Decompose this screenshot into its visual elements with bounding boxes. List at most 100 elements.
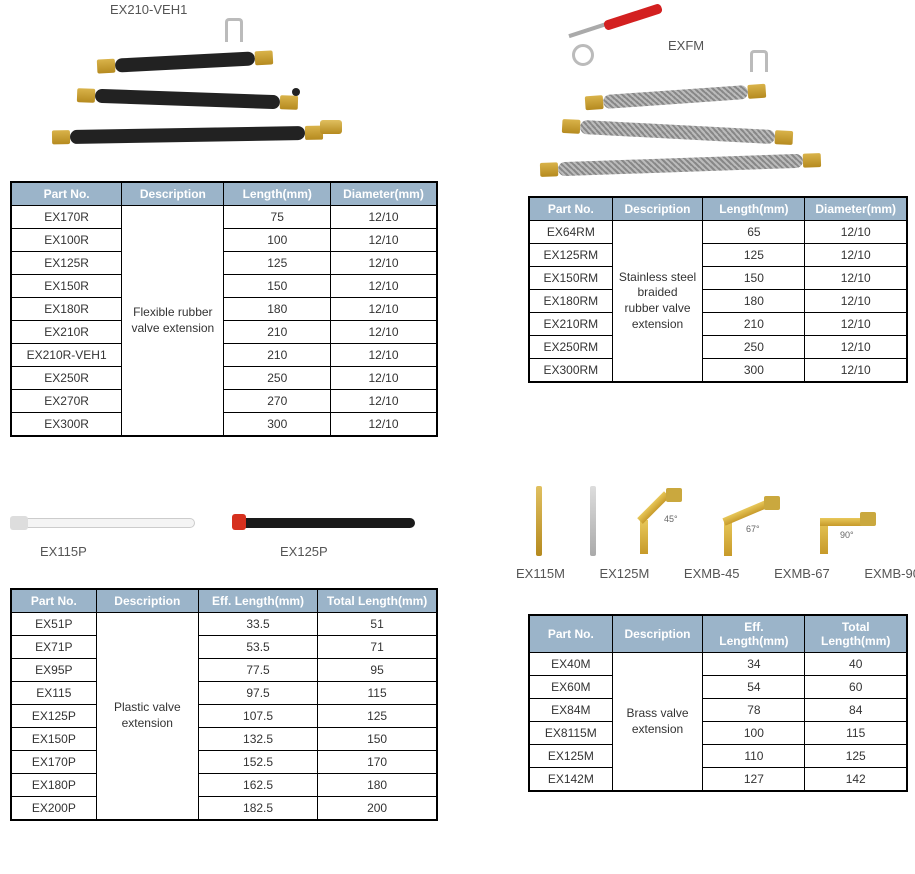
table-row: EX125M110125 [529, 745, 907, 768]
cell-description: Stainless steel braided rubber valve ext… [612, 221, 703, 383]
table-flexible-rubber: Part No.DescriptionLength(mm)Diameter(mm… [10, 181, 438, 437]
plastic-ext-illustration: EX115P EX125P [10, 500, 438, 570]
cell-value: 12/10 [805, 290, 907, 313]
cell-value: 40 [805, 653, 907, 676]
cell-partno: EX300R [11, 413, 122, 437]
cell-partno: EX150R [11, 275, 122, 298]
cell-value: 12/10 [330, 413, 437, 437]
cell-value: 110 [703, 745, 805, 768]
brass-ext-2 [590, 486, 596, 556]
table-row: EX200P 182.5200 [11, 797, 437, 821]
brass-item-label: EXMB-45 [684, 566, 740, 581]
cell-partno: EX210R [11, 321, 122, 344]
clamp-icon [225, 18, 243, 42]
cell-value: 182.5 [198, 797, 317, 821]
cell-value: 12/10 [330, 344, 437, 367]
brass-fitting-icon [320, 120, 342, 134]
table-row: EX142M127142 [529, 768, 907, 792]
cell-partno: EX250R [11, 367, 122, 390]
cell-value: 33.5 [198, 613, 317, 636]
table-plastic-valve: Part No.DescriptionEff. Length(mm)Total … [10, 588, 438, 821]
cell-value: 300 [703, 359, 805, 383]
cell-value: 270 [224, 390, 331, 413]
cell-value: 210 [224, 321, 331, 344]
column-header: Part No. [11, 182, 122, 206]
cell-value: 75 [224, 206, 331, 229]
table-brass-valve: Part No.DescriptionEff. Length(mm)Total … [528, 614, 908, 792]
table-row: EX210R21012/10 [11, 321, 437, 344]
cell-partno: EX300RM [529, 359, 612, 383]
hose-1 [115, 51, 256, 72]
braided-hose-2 [580, 120, 775, 144]
cell-partno: EX142M [529, 768, 612, 792]
cell-partno: EX170P [11, 751, 96, 774]
cell-partno: EX95P [11, 659, 96, 682]
column-header: Length(mm) [703, 197, 805, 221]
cell-value: 170 [318, 751, 437, 774]
table-row: EX71P53.571 [11, 636, 437, 659]
table-row: EX125P107.5125 [11, 705, 437, 728]
cell-value: 125 [703, 244, 805, 267]
cell-partno: EX60M [529, 676, 612, 699]
column-header: Part No. [529, 197, 612, 221]
cell-value: 180 [703, 290, 805, 313]
cell-value: 180 [224, 298, 331, 321]
fitting-icon [10, 516, 28, 530]
table-row: EX64RMStainless steel braided rubber val… [529, 221, 907, 244]
table-row: EX170RFlexible rubber valve extension751… [11, 206, 437, 229]
cell-partno: EX210RM [529, 313, 612, 336]
cell-partno: EX150P [11, 728, 96, 751]
cell-value: 200 [318, 797, 437, 821]
table-row: EX60M5460 [529, 676, 907, 699]
column-header: Length(mm) [224, 182, 331, 206]
cell-value: 152.5 [198, 751, 317, 774]
table-row: EX40MBrass valve extension3440 [529, 653, 907, 676]
table-row: EX300R30012/10 [11, 413, 437, 437]
table-row: EX51PPlastic valve extension33.551 [11, 613, 437, 636]
plastic-black-stick [240, 518, 415, 528]
cell-value: 12/10 [330, 252, 437, 275]
label-ex115p: EX115P [40, 544, 87, 559]
ring-clamp-icon [572, 44, 594, 66]
cell-description: Flexible rubber valve extension [122, 206, 224, 437]
brass-bent-90: 90° [820, 498, 882, 556]
cell-partno: EX125RM [529, 244, 612, 267]
table-row: EX170P 152.5170 [11, 751, 437, 774]
cell-partno: EX125P [11, 705, 96, 728]
cell-value: 34 [703, 653, 805, 676]
column-header: Description [612, 615, 703, 653]
table-row: EX180P162.5180 [11, 774, 437, 797]
table-row: EX150RM15012/10 [529, 267, 907, 290]
column-header: Diameter(mm) [805, 197, 907, 221]
cell-value: 95 [318, 659, 437, 682]
table-row: EX210R-VEH121012/10 [11, 344, 437, 367]
cell-value: 12/10 [805, 267, 907, 290]
brass-ext-1 [536, 486, 542, 556]
cell-value: 78 [703, 699, 805, 722]
cell-partno: EX51P [11, 613, 96, 636]
plastic-white-stick [20, 518, 195, 528]
column-header: Description [96, 589, 198, 613]
cell-partno: EX200P [11, 797, 96, 821]
cell-partno: EX270R [11, 390, 122, 413]
cell-partno: EX150RM [529, 267, 612, 290]
valve-cap-icon [292, 88, 300, 96]
cell-value: 12/10 [330, 229, 437, 252]
column-header: Eff. Length(mm) [198, 589, 317, 613]
cell-value: 12/10 [330, 390, 437, 413]
cell-value: 71 [318, 636, 437, 659]
cell-partno: EX125R [11, 252, 122, 275]
cell-partno: EX64RM [529, 221, 612, 244]
cell-value: 127 [703, 768, 805, 792]
product-label-exfm: EXFM [668, 38, 704, 53]
product-label-ex210: EX210-VEH1 [110, 2, 187, 17]
rubber-hose-illustration: EX210-VEH1 [10, 0, 438, 175]
cell-value: 125 [318, 705, 437, 728]
cell-value: 53.5 [198, 636, 317, 659]
cell-partno: EX40M [529, 653, 612, 676]
cell-partno: EX170R [11, 206, 122, 229]
column-header: Description [612, 197, 703, 221]
cell-value: 115 [318, 682, 437, 705]
table-braided: Part No.DescriptionLength(mm)Diameter(mm… [528, 196, 908, 383]
cell-value: 12/10 [330, 206, 437, 229]
